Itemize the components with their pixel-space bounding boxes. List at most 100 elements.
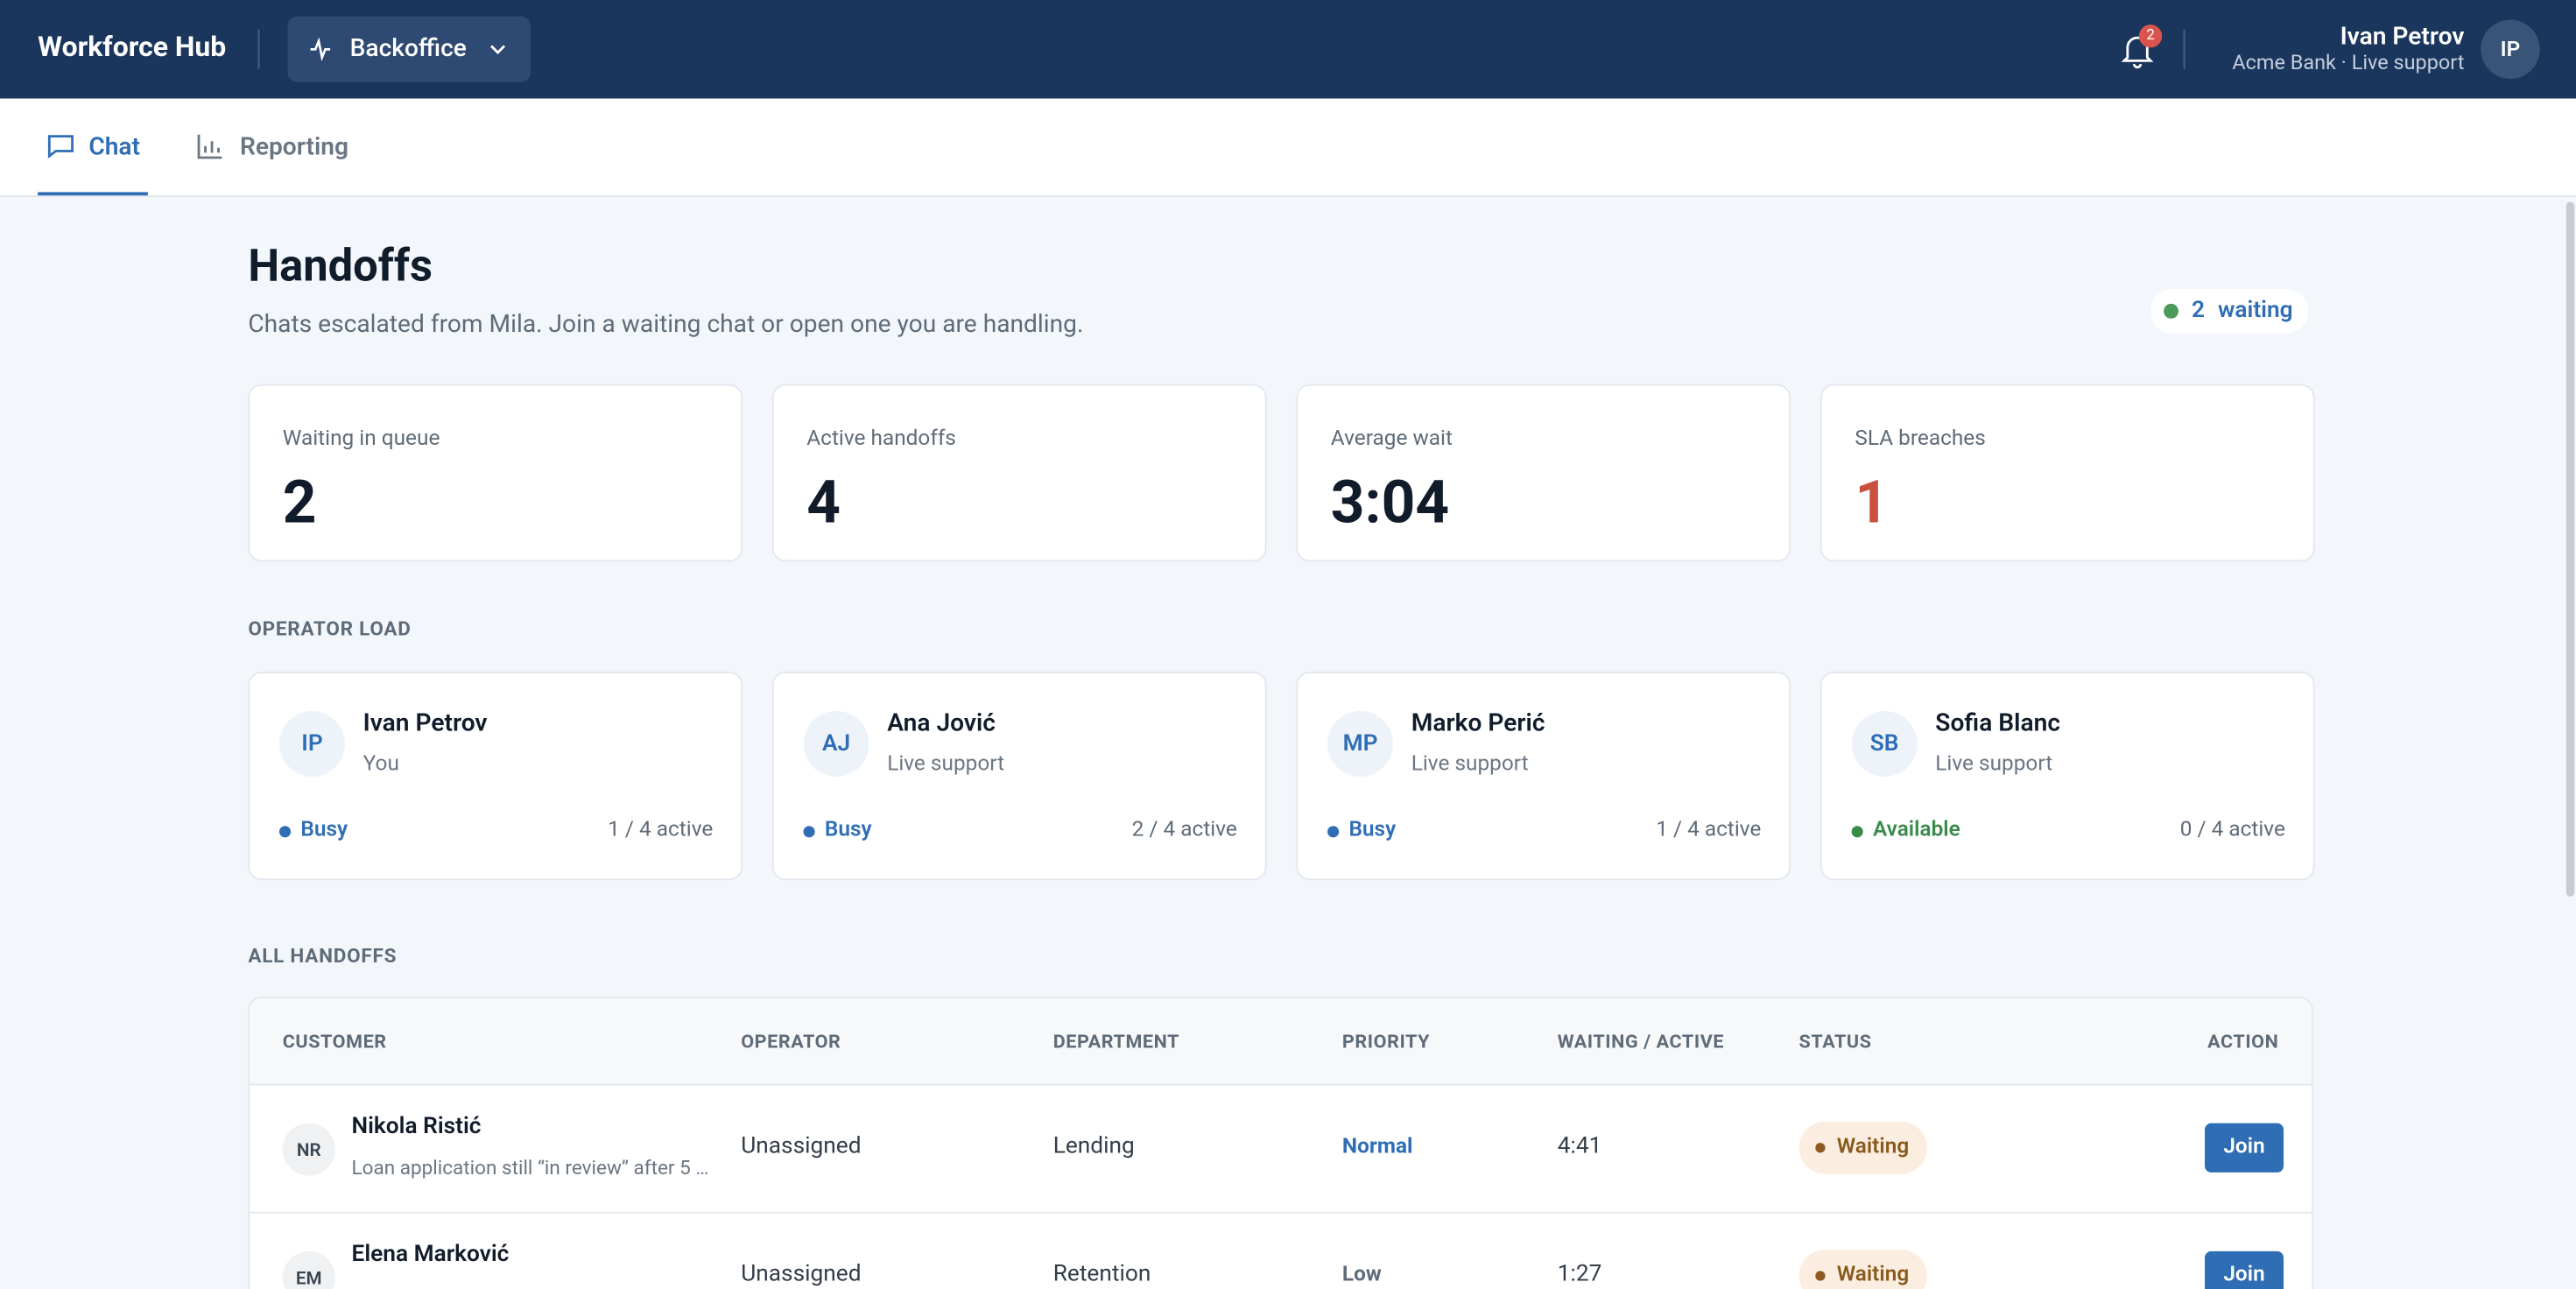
chevron (490, 45, 506, 54)
operator-role: Live support (887, 751, 1005, 777)
column-header: ACTION (2207, 1029, 2279, 1053)
status-label: Waiting (1836, 1134, 1910, 1159)
brand: Workforce Hub (38, 31, 227, 65)
pulse-icon (310, 38, 331, 61)
user-name: Ivan Petrov (2340, 21, 2465, 52)
customer-note: Loan application still “in review” after… (351, 1156, 709, 1180)
tab-chat[interactable]: Chat (38, 99, 148, 196)
operator-avatar: IP (278, 710, 346, 777)
operator-load: 1 / 4 active (608, 817, 714, 842)
operator-role: Live support (1935, 751, 2053, 777)
tab-reporting[interactable]: Reporting (195, 99, 360, 196)
priority: Low (1341, 1263, 1382, 1288)
page-title: Handoffs (248, 239, 433, 292)
stat-value: 4 (806, 468, 841, 538)
section-heading: ALL HANDOFFS (248, 944, 398, 968)
divider (2183, 29, 2185, 69)
operator-load: 2 / 4 active (1131, 817, 1237, 842)
status-dot (1327, 826, 1340, 838)
operator-avatar: AJ (803, 710, 869, 777)
stat-label: Active handoffs (806, 426, 956, 452)
stat-card: Waiting in queue 2 (248, 384, 743, 562)
status-dot (1851, 826, 1863, 838)
stat-value: 3:04 (1330, 468, 1450, 538)
column-header: DEPARTMENT (1052, 1029, 1180, 1053)
table-row: EM Elena Marković Unassigned Retention Low 1:… (250, 1214, 2312, 1289)
customer-avatar: EM (282, 1250, 335, 1289)
tab-label: Reporting (239, 131, 349, 161)
status-pill: Waiting (1798, 1121, 1927, 1174)
status-dot (278, 826, 292, 838)
operator-status: Busy (824, 817, 872, 842)
operator-card: SB Sofia Blanc Live support Available 0 / 4 … (1819, 671, 2315, 881)
wait-time: 1:27 (1557, 1261, 1602, 1288)
operator-name: Ivan Petrov (362, 708, 488, 737)
page-subtitle: Chats escalated from Mila. Join a waitin… (248, 308, 1084, 339)
join-button[interactable]: Join (2204, 1123, 2284, 1173)
stat-label: Average wait (1330, 426, 1453, 452)
column-header: OPERATOR (741, 1029, 841, 1053)
status-dot (1815, 1143, 1826, 1153)
operator-avatar: SB (1851, 710, 1918, 777)
section-heading: OPERATOR LOAD (248, 617, 412, 641)
join-button[interactable]: Join (2204, 1250, 2284, 1289)
operator-name: Ana Jović (887, 708, 996, 737)
customer-name: Elena Marković (351, 1241, 510, 1268)
stat-value: 2 (282, 468, 317, 538)
stat-label: Waiting in queue (282, 426, 440, 452)
department: Retention (1052, 1261, 1151, 1288)
tab-bar: Chat Reporting (0, 98, 2576, 198)
chat-icon (47, 135, 74, 158)
top-bar: Workforce Hub Backoffice 2 Ivan Petrov A… (0, 0, 2576, 99)
chart-icon (197, 134, 222, 159)
waiting-count: 2 (2191, 297, 2205, 324)
stat-card: Average wait 3:04 (1296, 384, 1791, 562)
operator-card: IP Ivan Petrov You Busy 1 / 4 active (248, 671, 743, 881)
table-header (250, 998, 2312, 1086)
workspace-switcher[interactable]: Backoffice (287, 16, 531, 82)
priority: Normal (1341, 1134, 1413, 1159)
operator-load: 1 / 4 active (1656, 817, 1762, 842)
operator-load: 0 / 4 active (2179, 817, 2285, 842)
status-pill: Waiting (1798, 1250, 1927, 1289)
stat-card: Active handoffs 4 (771, 384, 1267, 562)
operator-card: MP Marko Perić Live support Busy 1 / 4 activ… (1296, 671, 1791, 881)
column-header: STATUS (1798, 1029, 1872, 1053)
customer-name: Nikola Ristić (351, 1113, 482, 1140)
workspace-name: Backoffice (349, 32, 467, 63)
column-header: PRIORITY (1341, 1029, 1431, 1053)
waiting-badge: 2 waiting (2150, 289, 2309, 334)
operator-status: Busy (1348, 817, 1397, 842)
stat-card: SLA breaches 1 (1819, 384, 2315, 562)
divider (257, 29, 260, 69)
stat-label: SLA breaches (1855, 426, 1986, 452)
operator-name: Marko Perić (1411, 708, 1545, 737)
user-org: Acme Bank · Live support (2232, 51, 2465, 76)
scrollbar (2565, 201, 2575, 897)
notifications[interactable]: 2 (2116, 25, 2163, 73)
notification-count: 2 (2138, 25, 2163, 48)
status-dot (2164, 303, 2178, 319)
tab-label: Chat (88, 131, 141, 161)
status-label: Waiting (1836, 1263, 1910, 1288)
operator-card: AJ Ana Jović Live support Busy 2 / 4 active (771, 671, 1267, 881)
status-dot (1815, 1271, 1826, 1281)
column-header: WAITING / ACTIVE (1557, 1029, 1725, 1053)
operator-status: Busy (300, 817, 348, 842)
operator-name: Sofia Blanc (1935, 708, 2060, 737)
operator-avatar: MP (1327, 710, 1394, 777)
operator: Unassigned (741, 1132, 862, 1159)
stat-value: 1 (1855, 468, 1890, 538)
operator-role: Live support (1411, 751, 1529, 777)
waiting-label: waiting (2218, 297, 2293, 324)
customer-avatar: NR (282, 1123, 335, 1176)
table-row: NR Nikola Ristić Loan application still “i… (250, 1086, 2312, 1214)
column-header: CUSTOMER (282, 1029, 387, 1053)
wait-time: 4:41 (1557, 1132, 1602, 1159)
department: Lending (1052, 1132, 1135, 1159)
user-avatar[interactable]: IP (2481, 19, 2540, 80)
operator-status: Available (1872, 817, 1960, 842)
handoffs-table: CUSTOMER OPERATOR DEPARTMENT PRIORITY WAITIN… (248, 997, 2313, 1289)
